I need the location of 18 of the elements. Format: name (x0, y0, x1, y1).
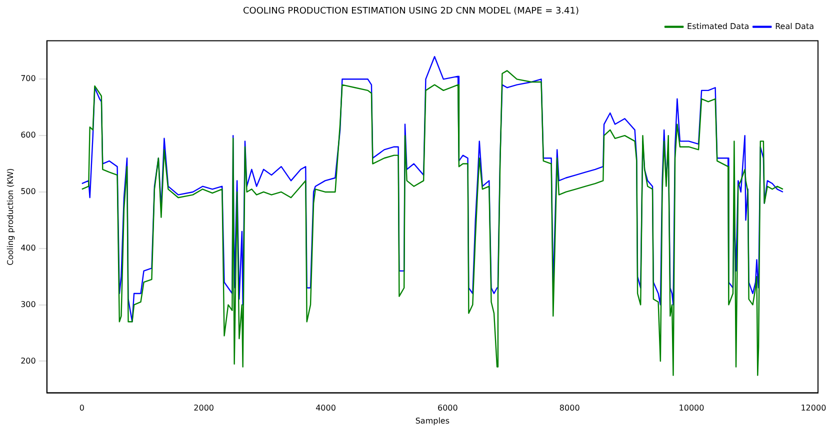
chart-title: COOLING PRODUCTION ESTIMATION USING 2D CNN MODEL (MAPE = 3.41) (242, 6, 580, 17)
x-tick-label: 8000 (559, 404, 580, 413)
y-tick-label: 400 (20, 243, 36, 252)
legend-label: Estimated Data (687, 22, 750, 31)
x-tick-label: 0 (79, 404, 84, 413)
x-tick-label: 4000 (316, 404, 336, 413)
x-tick-label: 6000 (437, 404, 458, 413)
x-tick-label: 10000 (678, 404, 704, 413)
x-tick-label: 2000 (194, 404, 214, 413)
y-tick-label: 500 (20, 187, 36, 196)
y-axis-title: Cooling production (KW) (6, 168, 15, 266)
x-axis-title: Samples (415, 416, 450, 426)
y-tick-label: 600 (20, 130, 36, 140)
y-tick-label: 300 (20, 300, 36, 309)
legend-label: Real Data (775, 22, 814, 31)
y-tick-label: 700 (20, 74, 36, 84)
x-tick-label: 12000 (800, 404, 826, 413)
y-tick-label: 200 (20, 356, 36, 366)
